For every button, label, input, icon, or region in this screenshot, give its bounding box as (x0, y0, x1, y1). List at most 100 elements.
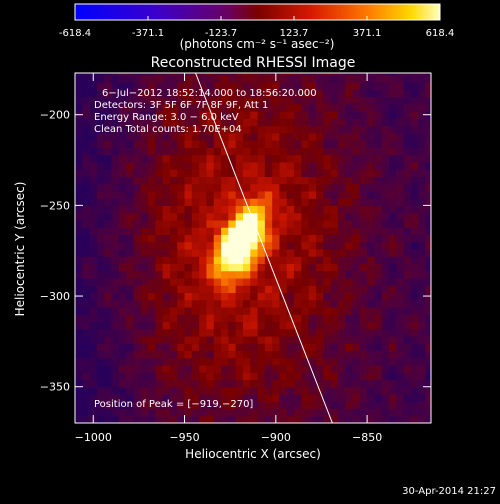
heatmap-cell (235, 132, 244, 141)
heatmap-cell (191, 386, 200, 395)
heatmap-cell (206, 190, 215, 199)
heatmap-cell (111, 328, 120, 337)
heatmap-cell (242, 154, 251, 163)
heatmap-cell (345, 408, 354, 417)
heatmap-cell (308, 111, 317, 119)
heatmap-cell (374, 132, 383, 141)
heatmap-cell (213, 154, 222, 163)
heatmap-cell (381, 401, 390, 410)
heatmap-cell (184, 241, 193, 250)
heatmap-cell (294, 234, 302, 243)
heatmap-cell (82, 118, 91, 127)
heatmap-cell (140, 183, 149, 192)
heatmap-cell (250, 140, 259, 148)
heatmap-cell (162, 415, 171, 423)
heatmap-cell (418, 96, 427, 105)
heatmap-cell (242, 82, 251, 90)
heatmap-cell (374, 314, 383, 323)
heatmap-cell (118, 256, 127, 265)
heatmap-cell (118, 176, 127, 185)
heatmap-cell (250, 190, 259, 199)
heatmap-cell (352, 176, 361, 185)
heatmap-cell (257, 154, 266, 163)
heatmap-cell (330, 73, 339, 76)
heatmap-cell (206, 285, 215, 294)
heatmap-cell (126, 74, 135, 83)
heatmap-cell (286, 89, 295, 98)
heatmap-cell (403, 234, 412, 243)
heatmap-cell (126, 219, 135, 228)
heatmap-cell (301, 132, 310, 141)
heatmap-cell (206, 74, 215, 83)
heatmap-cell (199, 183, 208, 192)
heatmap-cell (359, 176, 368, 185)
heatmap-cell (242, 248, 251, 257)
heatmap-cell (257, 147, 266, 156)
heatmap-cell (308, 415, 317, 423)
heatmap-cell (308, 154, 317, 163)
heatmap-cell (235, 343, 244, 352)
heatmap-cell (111, 241, 120, 250)
heatmap-cell (389, 328, 397, 337)
heatmap-cell (389, 205, 397, 214)
heatmap-cell (381, 89, 390, 98)
heatmap-cell (213, 408, 222, 417)
heatmap-cell (352, 277, 361, 286)
heatmap-cell (330, 335, 339, 344)
heatmap-cell (294, 401, 302, 410)
heatmap-cell (257, 169, 266, 177)
heatmap-cell (126, 292, 135, 301)
heatmap-cell (323, 96, 332, 105)
heatmap-cell (301, 364, 310, 373)
heatmap-cell (272, 161, 281, 170)
heatmap-cell (228, 241, 237, 250)
heatmap-cell (155, 292, 164, 301)
heatmap-cell (206, 372, 215, 381)
heatmap-cell (206, 96, 215, 105)
heatmap-cell (315, 401, 324, 410)
heatmap-cell (418, 219, 427, 228)
heatmap-cell (89, 111, 98, 119)
heatmap-cell (111, 393, 120, 402)
heatmap-cell (264, 176, 273, 185)
heatmap-cell (359, 125, 368, 134)
heatmap-cell (221, 270, 229, 279)
heatmap-cell (177, 212, 186, 221)
heatmap-cell (184, 306, 193, 315)
heatmap-cell (264, 415, 273, 423)
heatmap-cell (184, 176, 193, 185)
heatmap-cell (330, 285, 339, 294)
heatmap-cell (162, 314, 171, 323)
heatmap-cell (118, 321, 127, 330)
heatmap-cell (104, 299, 113, 308)
heatmap-cell (294, 140, 302, 148)
heatmap-cell (206, 183, 215, 192)
heatmap-cell (425, 169, 431, 177)
heatmap-cell (111, 198, 120, 206)
heatmap-cell (242, 74, 251, 83)
heatmap-cell (323, 132, 332, 141)
heatmap-cell (359, 132, 368, 141)
heatmap-cell (155, 219, 164, 228)
heatmap-cell (418, 227, 427, 235)
heatmap-cell (228, 219, 237, 228)
heatmap-cell (199, 169, 208, 177)
heatmap-cell (301, 103, 310, 112)
heatmap-cell (140, 234, 149, 243)
heatmap-cell (323, 408, 332, 417)
heatmap-cell (111, 350, 120, 359)
heatmap-cell (104, 364, 113, 373)
heatmap-cell (140, 241, 149, 250)
heatmap-cell (286, 169, 295, 177)
heatmap-cell (403, 96, 412, 105)
heatmap-cell (140, 364, 149, 373)
heatmap-cell (279, 219, 288, 228)
heatmap-cell (330, 401, 339, 410)
heatmap-cell (126, 161, 135, 170)
heatmap-cell (118, 132, 127, 141)
heatmap-cell (75, 198, 83, 206)
heatmap-cell (199, 111, 208, 119)
heatmap-cell (126, 328, 135, 337)
heatmap-cell (133, 96, 142, 105)
heatmap-cell (286, 161, 295, 170)
